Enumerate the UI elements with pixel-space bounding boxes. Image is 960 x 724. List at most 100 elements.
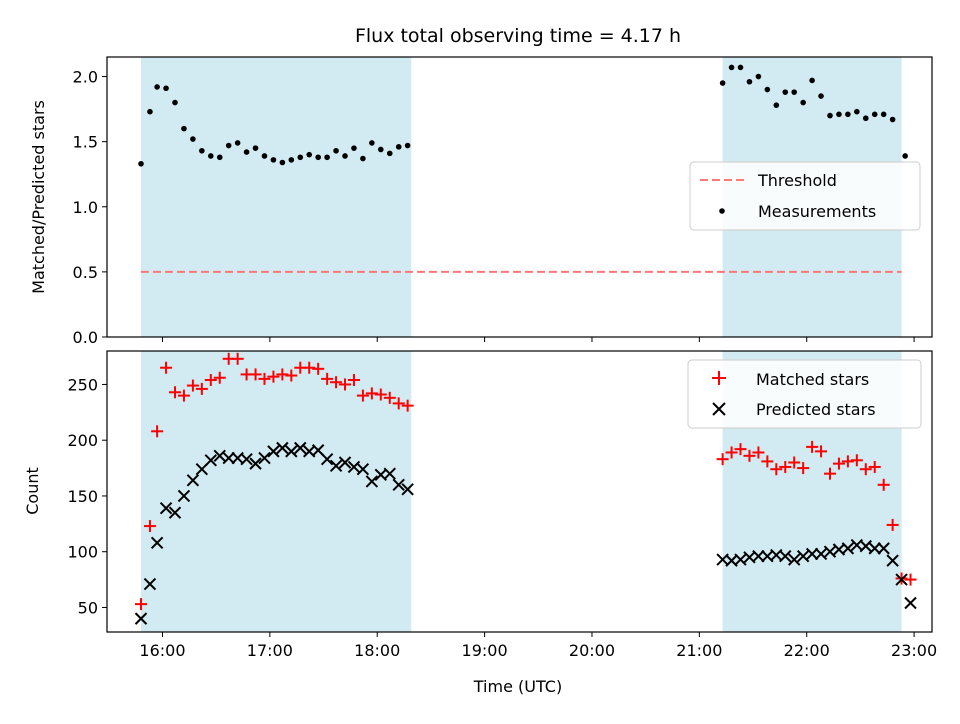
y-tick-label: 150 — [67, 487, 98, 506]
x-tick-label: 21:00 — [676, 641, 722, 660]
top-panel: 0.00.51.01.52.0 Matched/Predicted stars … — [29, 56, 933, 347]
measurement-point — [216, 154, 223, 161]
x-axis-label: Time (UTC) — [473, 677, 562, 696]
matched-legend-label: Matched stars — [756, 370, 869, 389]
measurement-point — [172, 99, 178, 106]
predicted-point — [383, 467, 396, 480]
shaded-region-1 — [141, 57, 412, 337]
matched-point — [788, 456, 801, 469]
predicted-point — [787, 553, 801, 566]
y-tick-label: 50 — [78, 598, 98, 617]
predicted-point — [186, 474, 200, 487]
measurement-point — [791, 89, 798, 95]
y-tick-label: 1.0 — [73, 198, 98, 217]
measurement-point — [252, 145, 259, 151]
measurement-point — [138, 160, 144, 167]
matched-point — [177, 389, 190, 402]
measurement-point — [854, 108, 860, 115]
measurements-legend-marker — [719, 208, 725, 214]
predicted-point — [365, 475, 379, 488]
measurement-point — [871, 111, 878, 118]
predicted-point — [222, 451, 235, 465]
y-tick-label: 250 — [67, 375, 98, 394]
measurement-point — [880, 111, 887, 118]
x-tick-label: 23:00 — [891, 641, 937, 660]
matched-point — [841, 455, 854, 468]
matched-legend-marker — [712, 371, 726, 385]
predicted-point — [338, 456, 352, 469]
top-axes-frame — [106, 56, 933, 338]
matched-point — [231, 352, 244, 365]
measurement-point — [225, 142, 232, 149]
matched-point — [401, 399, 414, 412]
y-tick-label: 200 — [67, 431, 98, 450]
matched-point — [806, 440, 819, 453]
predicted-point — [823, 545, 837, 558]
measurement-point — [234, 140, 241, 146]
bottom-y-axis-label: Count — [23, 467, 42, 515]
predicted-point — [134, 612, 148, 625]
measurement-point — [190, 136, 196, 142]
predicted-point — [779, 549, 792, 563]
measurement-point — [369, 140, 375, 146]
matched-point — [734, 443, 747, 456]
measurement-point — [324, 154, 330, 161]
predicted-point — [143, 577, 157, 591]
matched-point — [143, 520, 156, 533]
matched-point — [374, 388, 387, 401]
matched-point — [392, 397, 405, 410]
measurement-point — [386, 150, 393, 157]
matched-point — [347, 373, 360, 386]
bottom-y-ticks: 50 100 150 200 250 — [67, 375, 107, 617]
x-tick-label: 16:00 — [139, 641, 185, 660]
matched-point — [186, 379, 199, 392]
matched-point — [160, 361, 173, 374]
predicted-point — [841, 542, 855, 555]
shaded-region-1 — [141, 351, 412, 632]
predicted-point — [267, 445, 280, 458]
bottom-x-ticks: 16:00 17:00 18:00 19:00 20:00 21:00 22:00 23:00 — [139, 632, 937, 660]
predicted-point — [401, 483, 414, 496]
measurement-point — [902, 153, 908, 159]
measurement-point — [333, 147, 339, 154]
matched-point — [815, 445, 828, 458]
matched-point — [213, 371, 226, 384]
measurement-point — [154, 84, 160, 90]
measurement-point — [360, 155, 366, 162]
predicted-point — [240, 452, 253, 466]
matched-point — [886, 518, 899, 531]
predicted-point — [294, 441, 307, 455]
measurement-point — [351, 145, 357, 151]
measurement-point — [889, 116, 896, 123]
matched-point — [743, 449, 756, 462]
matched-point — [285, 369, 298, 382]
measurement-point — [163, 85, 169, 92]
matched-point — [850, 454, 863, 467]
predicted-point — [204, 454, 218, 467]
measurement-point — [755, 73, 762, 80]
predicted-point — [356, 462, 370, 476]
measurements-points — [138, 64, 908, 167]
measurement-point — [181, 125, 187, 132]
matched-point — [276, 368, 289, 381]
matched-point — [725, 446, 738, 459]
x-tick-label: 22:00 — [784, 641, 830, 660]
matched-point — [151, 425, 164, 438]
matched-point — [797, 462, 810, 475]
measurement-point — [342, 153, 348, 159]
matched-point — [779, 460, 792, 473]
matched-point — [339, 378, 352, 391]
predicted-point — [329, 459, 343, 473]
predicted-legend-marker — [712, 402, 726, 416]
measurement-point — [297, 154, 304, 161]
matched-point — [904, 573, 917, 586]
top-y-ticks: 0.0 0.5 1.0 1.5 2.0 — [73, 68, 107, 347]
matched-point — [859, 463, 872, 476]
matched-point — [752, 446, 765, 459]
matched-point — [169, 386, 182, 399]
predicted-point — [177, 489, 191, 503]
measurement-point — [862, 115, 869, 122]
top-legend: Threshold Measurements — [689, 161, 921, 231]
predicted-point — [258, 451, 271, 465]
